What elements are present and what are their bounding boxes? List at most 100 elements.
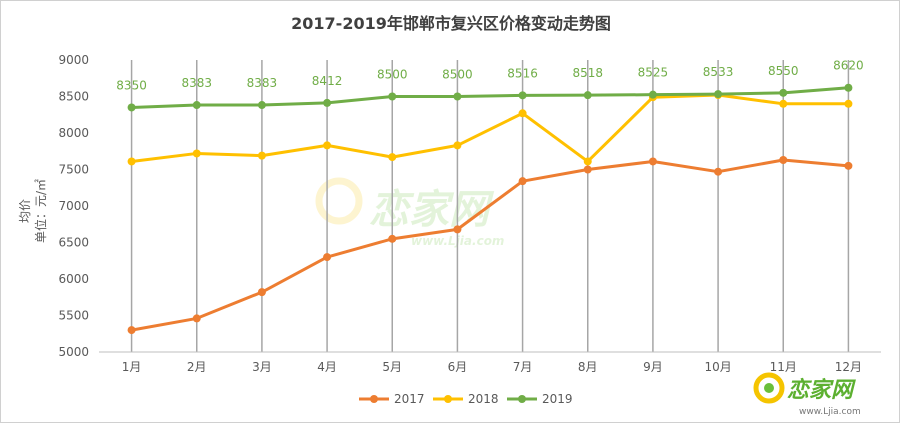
x-tick-label: 5月 xyxy=(382,360,402,374)
data-point xyxy=(518,109,527,118)
watermark-corner: 恋家网 www.Ljia.com xyxy=(753,372,861,417)
corner-snail-icon xyxy=(753,372,785,404)
data-point xyxy=(323,98,332,107)
legend-item-2017: 2017 xyxy=(359,392,425,406)
data-label: 8500 xyxy=(377,68,408,82)
y-axis-title-line1: 均价 xyxy=(18,199,32,223)
x-tick-label: 3月 xyxy=(252,360,272,374)
y-tick-label: 6500 xyxy=(58,236,89,250)
data-point xyxy=(583,157,592,166)
data-point xyxy=(388,153,397,162)
data-point xyxy=(583,165,592,174)
y-tick-label: 9000 xyxy=(58,53,89,67)
x-tick-label: 2月 xyxy=(187,360,207,374)
y-tick-label: 7500 xyxy=(58,163,89,177)
x-tick-label: 11月 xyxy=(770,360,797,374)
data-point xyxy=(453,225,462,234)
series-line xyxy=(131,86,849,109)
y-axis-title-line2: 单位：元/㎡ xyxy=(33,179,48,243)
y-axis-title: 均价 单位：元/㎡ xyxy=(18,179,48,243)
data-point xyxy=(257,151,266,160)
legend-item-2018: 2018 xyxy=(433,392,499,406)
legend-swatch-dot xyxy=(518,395,526,403)
y-tick-label: 6000 xyxy=(58,272,89,286)
data-point xyxy=(779,156,788,165)
corner-url: www.Ljia.com xyxy=(799,407,861,417)
data-point xyxy=(583,91,592,100)
data-label: 8500 xyxy=(442,68,473,82)
data-label: 8620 xyxy=(833,59,864,73)
x-tick-label: 8月 xyxy=(578,360,598,374)
data-point xyxy=(323,253,332,262)
data-label: 8533 xyxy=(703,65,734,79)
data-point xyxy=(714,167,723,176)
data-point xyxy=(192,101,201,110)
data-point xyxy=(453,141,462,150)
data-point xyxy=(127,157,136,166)
series-group xyxy=(127,83,853,335)
data-point xyxy=(257,288,266,297)
data-point xyxy=(844,99,853,108)
data-label: 8412 xyxy=(312,74,343,88)
data-point xyxy=(127,326,136,335)
data-point xyxy=(518,177,527,186)
y-axis-ticks: 5000 5500 6000 6500 7000 7500 8000 8500 9000 xyxy=(58,53,89,359)
corner-brand: 恋家网 xyxy=(787,377,856,403)
chart-title: 2017-2019年邯郸市复兴区价格变动走势图 xyxy=(291,14,611,33)
data-point xyxy=(648,90,657,99)
series-line xyxy=(131,158,849,332)
legend-item-2019: 2019 xyxy=(507,392,573,406)
watermark-brand: 恋家网 xyxy=(369,187,495,233)
legend-label: 2019 xyxy=(542,392,573,406)
data-label: 8383 xyxy=(181,76,212,90)
x-tick-label: 7月 xyxy=(513,360,533,374)
y-tick-label: 8500 xyxy=(58,90,89,104)
data-label: 8516 xyxy=(507,66,538,80)
y-tick-label: 7000 xyxy=(58,199,89,213)
data-point xyxy=(323,141,332,150)
x-tick-label: 1月 xyxy=(122,360,142,374)
x-tick-label: 12月 xyxy=(835,360,862,374)
data-labels: 8350 8383 8383 8412 8500 8500 8516 8518 8525 8533… xyxy=(116,59,863,93)
series-line xyxy=(131,93,849,163)
x-tick-label: 10月 xyxy=(704,360,731,374)
y-tick-label: 8000 xyxy=(58,126,89,140)
x-tick-label: 9月 xyxy=(643,360,663,374)
data-label: 8525 xyxy=(638,66,669,80)
legend-swatch-dot xyxy=(444,395,452,403)
series-2018 xyxy=(127,91,853,166)
data-point xyxy=(648,157,657,166)
legend-swatch-dot xyxy=(370,395,378,403)
data-point xyxy=(779,99,788,108)
data-point xyxy=(127,103,136,112)
grid-lines xyxy=(99,60,881,353)
legend-label: 2018 xyxy=(468,392,499,406)
x-axis-ticks: 1月 2月 3月 4月 5月 6月 7月 8月 9月 10月 11月 12月 xyxy=(122,360,862,374)
data-label: 8550 xyxy=(768,64,799,78)
data-point xyxy=(192,149,201,158)
data-label: 8383 xyxy=(247,76,278,90)
data-label: 8518 xyxy=(572,66,603,80)
y-tick-label: 5500 xyxy=(58,309,89,323)
data-point xyxy=(844,83,853,92)
data-point xyxy=(388,92,397,101)
data-point xyxy=(518,91,527,100)
legend: 2017 2018 2019 xyxy=(359,392,573,406)
y-tick-label: 5000 xyxy=(58,345,89,359)
data-label: 8350 xyxy=(116,78,147,92)
data-point xyxy=(714,90,723,99)
data-point xyxy=(192,314,201,323)
data-point xyxy=(453,92,462,101)
data-point xyxy=(257,101,266,110)
data-point xyxy=(779,88,788,97)
x-tick-label: 4月 xyxy=(317,360,337,374)
legend-label: 2017 xyxy=(394,392,425,406)
x-tick-label: 6月 xyxy=(448,360,468,374)
watermark-snail-icon xyxy=(315,177,363,225)
series-2017 xyxy=(127,156,853,335)
corner-snail-dot xyxy=(764,383,774,393)
data-point xyxy=(388,234,397,243)
series-2019 xyxy=(127,83,853,112)
